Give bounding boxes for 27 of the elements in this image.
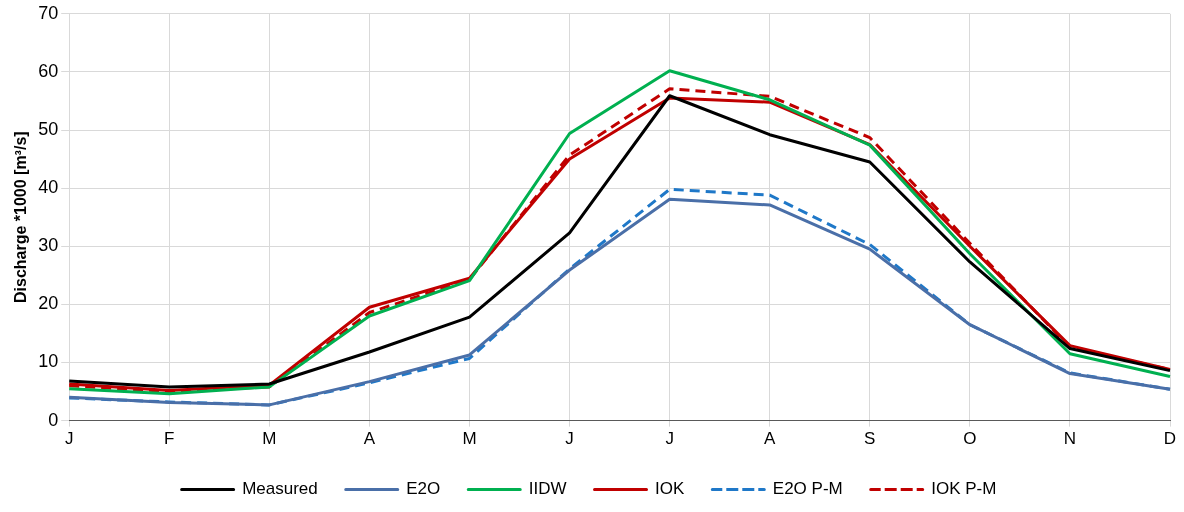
y-tick-label: 50: [38, 119, 59, 139]
y-tick-label: 70: [38, 2, 59, 23]
legend-label: IOK: [655, 479, 685, 499]
x-tick-label: J: [665, 429, 674, 449]
y-tick-label: 10: [38, 351, 59, 372]
x-tick-label: J: [64, 429, 74, 449]
y-tick-label: 30: [38, 235, 59, 256]
y-tick-label: 20: [38, 293, 59, 314]
y-tick-label: 0: [48, 409, 59, 430]
x-tick-label: S: [864, 429, 876, 449]
x-tick-label: A: [363, 429, 376, 449]
legend-label: IOK P-M: [931, 479, 997, 499]
x-tick-label: F: [164, 429, 175, 449]
x-tick-label: J: [565, 429, 574, 449]
y-axis-title: Discharge *1000 [m³/s]: [12, 131, 30, 304]
x-tick-label: N: [1063, 429, 1077, 449]
x-tick-label: D: [1163, 429, 1177, 449]
legend-label: E2O P-M: [772, 479, 843, 499]
legend-label: E2O: [406, 479, 441, 499]
y-tick-label: 60: [38, 60, 59, 81]
x-tick-label: M: [262, 429, 277, 449]
y-tick-label: 40: [38, 177, 59, 198]
x-tick-label: O: [963, 429, 977, 449]
x-tick-label: A: [764, 429, 777, 449]
legend-label: Measured: [242, 479, 318, 499]
legend-label: IIDW: [528, 479, 567, 499]
x-tick-label: M: [462, 429, 477, 449]
